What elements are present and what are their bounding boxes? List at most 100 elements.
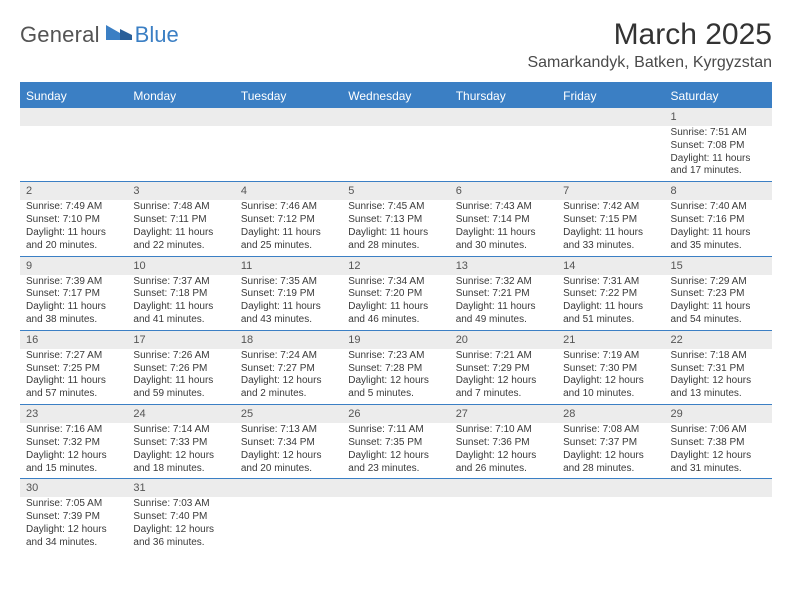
day-number: 19 bbox=[342, 331, 449, 349]
day-details: Sunrise: 7:24 AMSunset: 7:27 PMDaylight:… bbox=[235, 349, 342, 404]
daylight-text: Daylight: 12 hours and 34 minutes. bbox=[26, 524, 121, 550]
calendar-cell: 18Sunrise: 7:24 AMSunset: 7:27 PMDayligh… bbox=[235, 330, 342, 404]
day-number: 22 bbox=[665, 331, 772, 349]
day-number: 7 bbox=[557, 182, 664, 200]
day-number: 27 bbox=[450, 405, 557, 423]
calendar-cell: 27Sunrise: 7:10 AMSunset: 7:36 PMDayligh… bbox=[450, 405, 557, 479]
day-number: 21 bbox=[557, 331, 664, 349]
calendar-cell: 5Sunrise: 7:45 AMSunset: 7:13 PMDaylight… bbox=[342, 182, 449, 256]
day-details: Sunrise: 7:03 AMSunset: 7:40 PMDaylight:… bbox=[127, 497, 234, 552]
day-number: 23 bbox=[20, 405, 127, 423]
calendar-cell: 21Sunrise: 7:19 AMSunset: 7:30 PMDayligh… bbox=[557, 330, 664, 404]
day-details: Sunrise: 7:48 AMSunset: 7:11 PMDaylight:… bbox=[127, 200, 234, 255]
day-details: Sunrise: 7:23 AMSunset: 7:28 PMDaylight:… bbox=[342, 349, 449, 404]
calendar-cell bbox=[20, 108, 127, 182]
day-number: 13 bbox=[450, 257, 557, 275]
daylight-text: Daylight: 11 hours and 20 minutes. bbox=[26, 227, 121, 253]
day-details: Sunrise: 7:29 AMSunset: 7:23 PMDaylight:… bbox=[665, 275, 772, 330]
sunset-text: Sunset: 7:23 PM bbox=[671, 288, 766, 301]
daylight-text: Daylight: 12 hours and 20 minutes. bbox=[241, 450, 336, 476]
sunrise-text: Sunrise: 7:37 AM bbox=[133, 276, 228, 289]
day-number: 14 bbox=[557, 257, 664, 275]
sunset-text: Sunset: 7:30 PM bbox=[563, 363, 658, 376]
title-block: March 2025 Samarkandyk, Batken, Kyrgyzst… bbox=[527, 18, 772, 72]
daylight-text: Daylight: 12 hours and 10 minutes. bbox=[563, 375, 658, 401]
daylight-text: Daylight: 11 hours and 49 minutes. bbox=[456, 301, 551, 327]
header: General Blue March 2025 Samarkandyk, Bat… bbox=[20, 18, 772, 72]
sunrise-text: Sunrise: 7:43 AM bbox=[456, 201, 551, 214]
day-details: Sunrise: 7:13 AMSunset: 7:34 PMDaylight:… bbox=[235, 423, 342, 478]
calendar-cell: 11Sunrise: 7:35 AMSunset: 7:19 PMDayligh… bbox=[235, 256, 342, 330]
sunrise-text: Sunrise: 7:35 AM bbox=[241, 276, 336, 289]
calendar-cell: 28Sunrise: 7:08 AMSunset: 7:37 PMDayligh… bbox=[557, 405, 664, 479]
day-number: 2 bbox=[20, 182, 127, 200]
daylight-text: Daylight: 11 hours and 35 minutes. bbox=[671, 227, 766, 253]
day-number: 31 bbox=[127, 479, 234, 497]
calendar-cell bbox=[342, 479, 449, 553]
calendar-table: SundayMondayTuesdayWednesdayThursdayFrid… bbox=[20, 82, 772, 553]
day-details: Sunrise: 7:18 AMSunset: 7:31 PMDaylight:… bbox=[665, 349, 772, 404]
day-details: Sunrise: 7:19 AMSunset: 7:30 PMDaylight:… bbox=[557, 349, 664, 404]
sunrise-text: Sunrise: 7:14 AM bbox=[133, 424, 228, 437]
sunrise-text: Sunrise: 7:34 AM bbox=[348, 276, 443, 289]
sunrise-text: Sunrise: 7:29 AM bbox=[671, 276, 766, 289]
day-number bbox=[557, 479, 664, 497]
calendar-cell: 8Sunrise: 7:40 AMSunset: 7:16 PMDaylight… bbox=[665, 182, 772, 256]
day-number: 15 bbox=[665, 257, 772, 275]
sunset-text: Sunset: 7:11 PM bbox=[133, 214, 228, 227]
sunset-text: Sunset: 7:37 PM bbox=[563, 437, 658, 450]
daylight-text: Daylight: 12 hours and 13 minutes. bbox=[671, 375, 766, 401]
daylight-text: Daylight: 12 hours and 31 minutes. bbox=[671, 450, 766, 476]
day-details: Sunrise: 7:14 AMSunset: 7:33 PMDaylight:… bbox=[127, 423, 234, 478]
daylight-text: Daylight: 11 hours and 59 minutes. bbox=[133, 375, 228, 401]
day-number: 1 bbox=[665, 108, 772, 126]
logo-flag-icon bbox=[106, 23, 132, 46]
sunset-text: Sunset: 7:39 PM bbox=[26, 511, 121, 524]
daylight-text: Daylight: 11 hours and 54 minutes. bbox=[671, 301, 766, 327]
calendar-cell bbox=[450, 479, 557, 553]
daylight-text: Daylight: 12 hours and 36 minutes. bbox=[133, 524, 228, 550]
sunset-text: Sunset: 7:28 PM bbox=[348, 363, 443, 376]
sunset-text: Sunset: 7:12 PM bbox=[241, 214, 336, 227]
day-header: Sunday bbox=[20, 83, 127, 108]
day-number: 12 bbox=[342, 257, 449, 275]
day-header: Thursday bbox=[450, 83, 557, 108]
calendar-cell bbox=[127, 108, 234, 182]
sunrise-text: Sunrise: 7:21 AM bbox=[456, 350, 551, 363]
day-details: Sunrise: 7:49 AMSunset: 7:10 PMDaylight:… bbox=[20, 200, 127, 255]
calendar-cell: 14Sunrise: 7:31 AMSunset: 7:22 PMDayligh… bbox=[557, 256, 664, 330]
day-number: 6 bbox=[450, 182, 557, 200]
day-details: Sunrise: 7:40 AMSunset: 7:16 PMDaylight:… bbox=[665, 200, 772, 255]
day-number: 9 bbox=[20, 257, 127, 275]
sunrise-text: Sunrise: 7:10 AM bbox=[456, 424, 551, 437]
day-number bbox=[342, 479, 449, 497]
day-number: 16 bbox=[20, 331, 127, 349]
sunrise-text: Sunrise: 7:19 AM bbox=[563, 350, 658, 363]
day-header: Wednesday bbox=[342, 83, 449, 108]
sunrise-text: Sunrise: 7:08 AM bbox=[563, 424, 658, 437]
daylight-text: Daylight: 12 hours and 23 minutes. bbox=[348, 450, 443, 476]
daylight-text: Daylight: 11 hours and 28 minutes. bbox=[348, 227, 443, 253]
sunset-text: Sunset: 7:40 PM bbox=[133, 511, 228, 524]
day-details: Sunrise: 7:34 AMSunset: 7:20 PMDaylight:… bbox=[342, 275, 449, 330]
sunrise-text: Sunrise: 7:51 AM bbox=[671, 127, 766, 140]
sunrise-text: Sunrise: 7:48 AM bbox=[133, 201, 228, 214]
day-number: 5 bbox=[342, 182, 449, 200]
calendar-cell: 13Sunrise: 7:32 AMSunset: 7:21 PMDayligh… bbox=[450, 256, 557, 330]
day-details: Sunrise: 7:05 AMSunset: 7:39 PMDaylight:… bbox=[20, 497, 127, 552]
day-details: Sunrise: 7:46 AMSunset: 7:12 PMDaylight:… bbox=[235, 200, 342, 255]
day-number: 20 bbox=[450, 331, 557, 349]
calendar-cell: 4Sunrise: 7:46 AMSunset: 7:12 PMDaylight… bbox=[235, 182, 342, 256]
daylight-text: Daylight: 12 hours and 28 minutes. bbox=[563, 450, 658, 476]
day-number: 8 bbox=[665, 182, 772, 200]
sunset-text: Sunset: 7:10 PM bbox=[26, 214, 121, 227]
calendar-cell: 2Sunrise: 7:49 AMSunset: 7:10 PMDaylight… bbox=[20, 182, 127, 256]
sunrise-text: Sunrise: 7:27 AM bbox=[26, 350, 121, 363]
day-details: Sunrise: 7:26 AMSunset: 7:26 PMDaylight:… bbox=[127, 349, 234, 404]
day-number: 3 bbox=[127, 182, 234, 200]
sunrise-text: Sunrise: 7:18 AM bbox=[671, 350, 766, 363]
daylight-text: Daylight: 11 hours and 22 minutes. bbox=[133, 227, 228, 253]
sunset-text: Sunset: 7:35 PM bbox=[348, 437, 443, 450]
daylight-text: Daylight: 11 hours and 25 minutes. bbox=[241, 227, 336, 253]
sunrise-text: Sunrise: 7:03 AM bbox=[133, 498, 228, 511]
